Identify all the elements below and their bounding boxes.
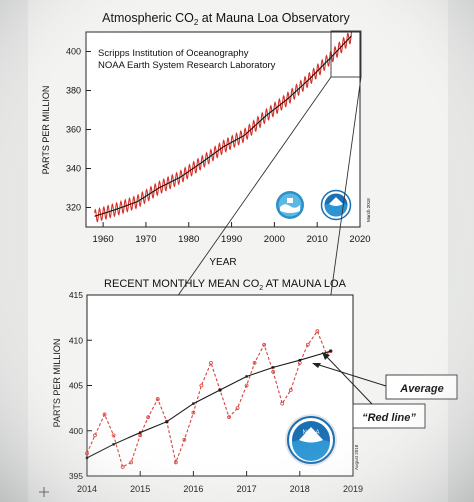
top-chart-xlabel: YEAR <box>209 257 236 268</box>
bottom-y-tick-label: 395 <box>69 471 83 481</box>
bottom-y-tick-label: 405 <box>69 381 83 391</box>
legend-entry-noaa: NOAA Earth System Research Laboratory <box>98 60 276 71</box>
noaa-logo <box>320 189 352 221</box>
average-point <box>218 388 222 392</box>
bottom-chart-ylabel: PARTS PER MILLION <box>52 339 62 428</box>
bottom-y-tick-label: 410 <box>69 335 83 345</box>
top-chart-ylabel: PARTS PER MILLION <box>41 86 51 175</box>
average-point <box>139 431 142 434</box>
red-line-label: “Red line” <box>362 412 416 424</box>
top-x-tick-label: 1980 <box>178 234 199 245</box>
top-x-tick-label: 1970 <box>135 234 156 245</box>
bottom-chart-title: RECENT MONTHLY MEAN CO2 AT MAUNA LOA <box>104 278 347 292</box>
average-point <box>245 375 248 378</box>
average-point <box>112 443 115 446</box>
top-x-tick-label: 1990 <box>221 234 242 245</box>
bottom-x-tick-label: 2014 <box>77 484 97 494</box>
bottom-x-tick-label: 2018 <box>290 484 310 494</box>
noaa-logo: NOAA <box>285 414 337 466</box>
average-point <box>192 402 195 405</box>
average-point <box>272 366 275 369</box>
bottom-x-tick-label: 2019 <box>343 484 363 494</box>
legend-entry-scripps: Scripps Institution of Oceanography <box>98 48 249 59</box>
top-y-tick-label: 320 <box>66 203 81 213</box>
average-point <box>329 349 332 353</box>
top-y-tick-label: 340 <box>66 164 81 174</box>
scripps-logo <box>276 191 304 219</box>
top-y-tick-label: 360 <box>66 125 81 135</box>
top-chart-title: Atmospheric CO2 at Mauna Loa Observatory <box>102 11 350 27</box>
bottom-y-tick-label: 400 <box>69 426 83 436</box>
bottom-x-tick-label: 2015 <box>130 484 150 494</box>
bottom-x-tick-label: 2017 <box>237 484 257 494</box>
average-point <box>298 358 301 362</box>
top-y-tick-label: 400 <box>66 47 81 57</box>
svg-text:NOAA: NOAA <box>302 430 319 436</box>
top-x-tick-label: 2000 <box>264 234 285 245</box>
average-label: Average <box>399 383 443 395</box>
average-point <box>165 420 168 423</box>
top-chart-stamp: March 2018 <box>366 198 371 222</box>
bottom-chart: RECENT MONTHLY MEAN CO2 AT MAUNA LOA 395… <box>52 278 363 494</box>
bottom-chart-stamp: August 2018 <box>354 444 359 470</box>
top-x-tick-label: 2020 <box>349 234 370 245</box>
top-y-tick-label: 380 <box>66 86 81 96</box>
top-x-tick-label: 1960 <box>93 234 114 245</box>
bottom-y-tick-label: 415 <box>69 290 83 300</box>
top-x-tick-label: 2010 <box>307 234 328 245</box>
bottom-x-tick-label: 2016 <box>183 484 203 494</box>
average-point <box>85 456 89 460</box>
